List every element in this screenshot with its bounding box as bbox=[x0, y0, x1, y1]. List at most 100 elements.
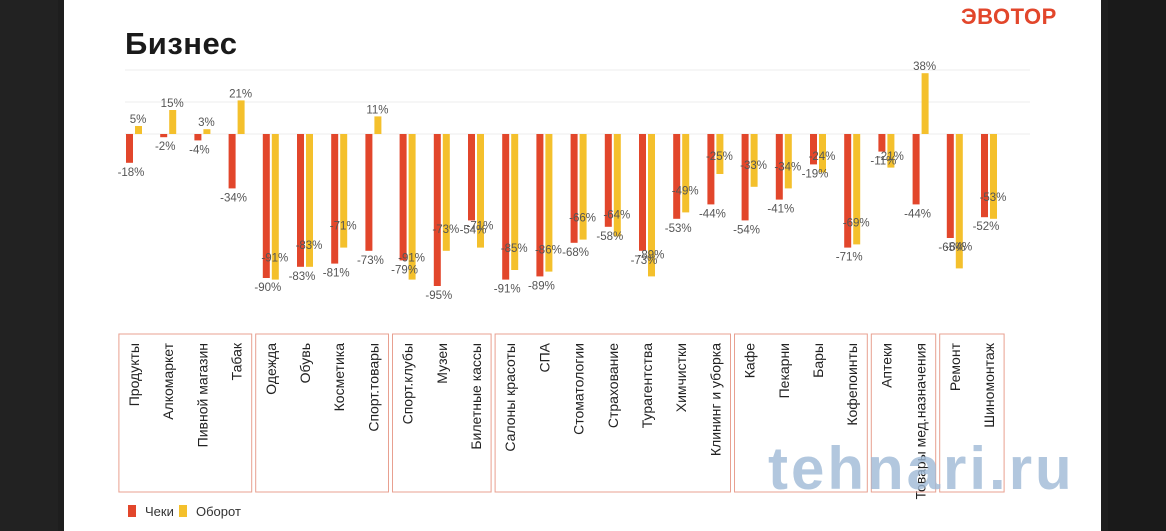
bar-checks-2 bbox=[194, 134, 202, 141]
category-group-box-3 bbox=[494, 333, 731, 493]
category-group-box-1 bbox=[255, 333, 389, 493]
data-label-checks-0: -18% bbox=[118, 167, 145, 179]
bar-turnover-6 bbox=[340, 134, 348, 248]
bar-turnover-4 bbox=[271, 134, 279, 280]
bar-checks-11 bbox=[502, 134, 510, 280]
category-label-15: Турагентства bbox=[639, 343, 655, 428]
data-label-turnover-11: -85% bbox=[501, 243, 528, 255]
bar-turnover-25 bbox=[990, 134, 997, 219]
legend-label-turnover: Оборот bbox=[196, 504, 241, 519]
data-label-turnover-23: 38% bbox=[913, 61, 936, 73]
right-backdrop bbox=[1108, 0, 1166, 531]
data-label-turnover-2: 3% bbox=[198, 117, 215, 129]
bar-turnover-21 bbox=[853, 134, 861, 245]
bar-turnover-20 bbox=[819, 134, 826, 173]
category-label-23: Товары мед.назначения bbox=[913, 343, 929, 499]
data-label-turnover-8: -91% bbox=[398, 253, 425, 265]
data-label-checks-1: -2% bbox=[155, 141, 175, 153]
data-label-turnover-16: -49% bbox=[672, 185, 699, 197]
bar-turnover-0 bbox=[135, 126, 142, 134]
category-group-box-6 bbox=[939, 333, 1005, 493]
data-label-turnover-10: -71% bbox=[467, 221, 494, 233]
data-label-turnover-6: -71% bbox=[330, 221, 357, 233]
data-label-checks-21: -71% bbox=[836, 252, 863, 264]
bar-checks-10 bbox=[468, 134, 475, 221]
category-group-box-2 bbox=[392, 333, 492, 493]
data-label-turnover-3: 21% bbox=[229, 88, 252, 100]
data-label-turnover-14: -64% bbox=[603, 209, 630, 221]
legend-swatch-checks bbox=[128, 505, 136, 517]
watermark-text: tehnari.ru bbox=[768, 435, 1075, 502]
bar-turnover-19 bbox=[784, 134, 792, 189]
category-group-box-5 bbox=[870, 333, 937, 493]
data-label-checks-17: -44% bbox=[699, 208, 726, 220]
bar-checks-9 bbox=[433, 134, 441, 286]
data-label-checks-3: -34% bbox=[220, 192, 247, 204]
data-label-turnover-19: -34% bbox=[774, 161, 801, 173]
data-label-turnover-13: -66% bbox=[569, 213, 596, 225]
bar-turnover-2 bbox=[203, 129, 211, 134]
data-label-checks-18: -54% bbox=[733, 224, 760, 236]
category-label-3: Табак bbox=[229, 342, 245, 380]
data-label-turnover-15: -89% bbox=[638, 249, 665, 261]
data-label-turnover-7: 11% bbox=[366, 104, 388, 116]
bar-turnover-24 bbox=[955, 134, 963, 269]
data-label-turnover-22: -21% bbox=[877, 151, 904, 163]
category-label-2: Пивной магазин bbox=[194, 343, 210, 447]
data-label-turnover-24: -84% bbox=[945, 241, 972, 253]
legend-item-checks: Чеки bbox=[128, 504, 174, 519]
category-label-19: Пекарни bbox=[776, 343, 792, 398]
bar-turnover-17 bbox=[716, 134, 724, 174]
data-label-turnover-12: -86% bbox=[535, 245, 562, 257]
data-label-checks-2: -4% bbox=[189, 144, 209, 156]
category-label-0: Продукты bbox=[126, 343, 142, 406]
bar-turnover-15 bbox=[648, 134, 655, 277]
bar-checks-16 bbox=[673, 134, 681, 219]
category-label-4: Одежда bbox=[263, 343, 279, 395]
category-label-20: Бары bbox=[810, 343, 826, 378]
data-label-turnover-5: -83% bbox=[296, 240, 323, 252]
brand-logo: ЭВОТОР bbox=[961, 4, 1057, 29]
category-label-13: Стоматологии bbox=[571, 343, 587, 435]
data-label-turnover-21: -69% bbox=[843, 217, 870, 229]
bar-checks-3 bbox=[228, 134, 236, 189]
category-label-25: Шиномонтаж bbox=[981, 342, 997, 427]
category-label-8: Спорт.клубы bbox=[400, 343, 416, 424]
data-label-checks-10: -54% bbox=[460, 224, 487, 236]
data-label-checks-16: -53% bbox=[665, 223, 692, 235]
data-label-turnover-1: 15% bbox=[161, 98, 184, 110]
data-label-checks-20: -19% bbox=[802, 168, 829, 180]
data-label-checks-7: -73% bbox=[357, 255, 384, 267]
bar-checks-4 bbox=[262, 134, 270, 278]
bar-checks-17 bbox=[707, 134, 715, 205]
bar-turnover-7 bbox=[374, 116, 382, 134]
data-label-checks-14: -58% bbox=[596, 231, 623, 243]
bar-checks-24 bbox=[946, 134, 954, 238]
bar-checks-6 bbox=[331, 134, 339, 264]
data-label-checks-5: -83% bbox=[289, 271, 316, 283]
legend-swatch-turnover bbox=[179, 505, 187, 517]
bar-checks-1 bbox=[160, 134, 168, 138]
bar-turnover-10 bbox=[477, 134, 484, 248]
category-group-box-0 bbox=[118, 333, 253, 493]
data-label-turnover-25: -53% bbox=[980, 192, 1007, 204]
category-label-6: Косметика bbox=[331, 343, 347, 412]
bar-turnover-1 bbox=[169, 110, 177, 134]
data-label-checks-13: -68% bbox=[562, 247, 589, 259]
bar-turnover-9 bbox=[442, 134, 450, 251]
bar-checks-7 bbox=[365, 134, 373, 251]
data-label-checks-19: -41% bbox=[767, 204, 794, 216]
category-label-18: Кафе bbox=[742, 343, 758, 378]
data-label-checks-15: -73% bbox=[631, 255, 658, 267]
data-label-checks-8: -79% bbox=[391, 264, 418, 276]
bar-checks-5 bbox=[297, 134, 304, 267]
data-label-checks-23: -44% bbox=[904, 208, 931, 220]
bar-turnover-13 bbox=[579, 134, 587, 240]
category-label-5: Обувь bbox=[297, 343, 313, 383]
data-label-turnover-4: -91% bbox=[261, 253, 288, 265]
bar-checks-23 bbox=[912, 134, 920, 205]
data-label-checks-11: -91% bbox=[494, 284, 521, 296]
bar-turnover-23 bbox=[921, 73, 929, 134]
bar-checks-12 bbox=[536, 134, 544, 277]
data-label-checks-6: -81% bbox=[323, 268, 350, 280]
